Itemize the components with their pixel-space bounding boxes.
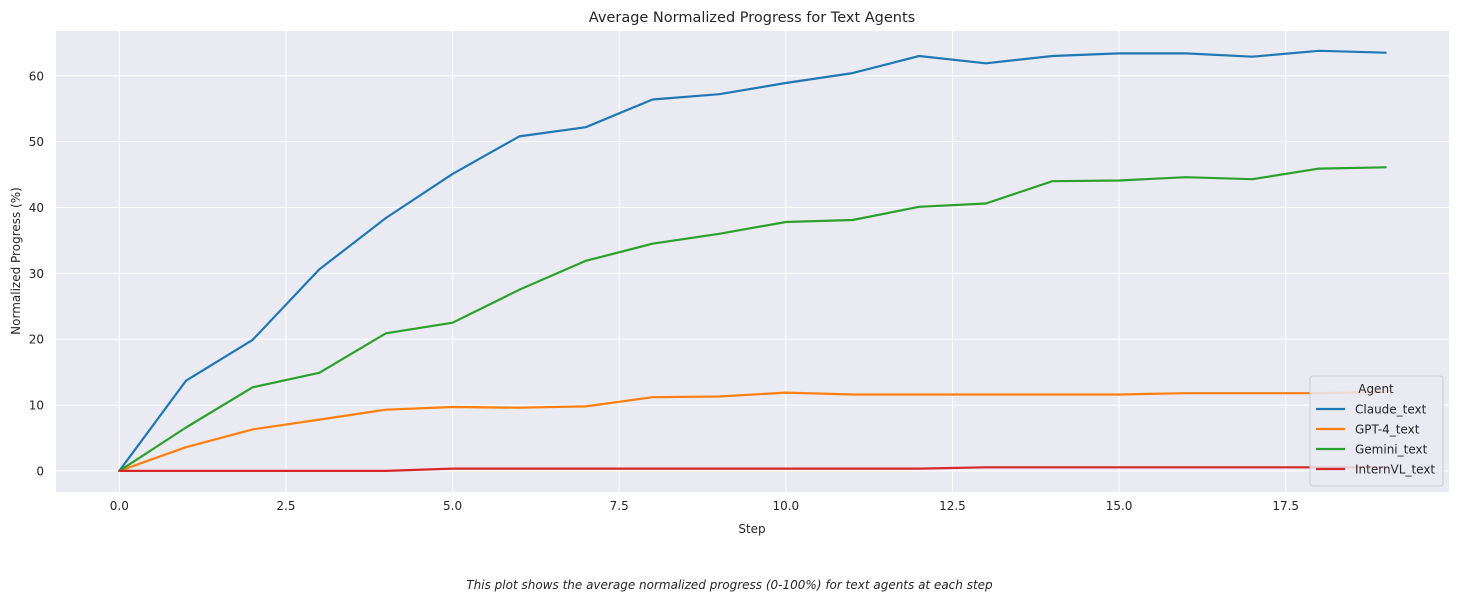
legend-entry: Claude_text — [1355, 403, 1427, 417]
x-tick-label: 7.5 — [610, 499, 629, 513]
series-lines — [118, 49, 1387, 472]
series-line-gpt-4-text — [118, 390, 1387, 472]
x-tick-label: 15.0 — [1106, 499, 1133, 513]
y-tick-label: 30 — [29, 267, 44, 281]
grid-lines — [56, 31, 1449, 492]
series-line-claude-text — [118, 49, 1387, 472]
series-line-internvl-text — [118, 466, 1387, 472]
x-tick-label: 5.0 — [443, 499, 462, 513]
x-tick-label: 10.0 — [772, 499, 799, 513]
y-tick-label: 20 — [29, 333, 44, 347]
legend-box — [1309, 375, 1444, 487]
legend: Agent Claude_text GPT-4_text Gemini_text In… — [1309, 375, 1444, 487]
chart-caption: This plot shows the average normalized p… — [466, 578, 993, 592]
y-tick-label: 60 — [29, 69, 44, 83]
legend-title: Agent — [1358, 382, 1394, 396]
chart-title: Average Normalized Progress for Text Age… — [589, 10, 915, 26]
y-tick-label: 0 — [36, 464, 44, 478]
y-tick-label: 50 — [29, 135, 44, 149]
x-tick-label: 0.0 — [110, 499, 129, 513]
y-tick-label: 40 — [29, 201, 44, 215]
x-tick-label: 2.5 — [276, 499, 295, 513]
x-tick-labels: 0.0 2.5 5.0 7.5 10.0 12.5 15.0 17.5 — [110, 499, 1299, 513]
y-tick-label: 10 — [29, 399, 44, 413]
x-axis-label: Step — [738, 522, 765, 536]
series-line-gemini-text — [118, 166, 1387, 472]
legend-entry: InternVL_text — [1355, 463, 1435, 477]
y-tick-labels: 0 10 20 30 40 50 60 — [29, 69, 44, 478]
plot-background — [56, 31, 1449, 492]
legend-entry: Gemini_text — [1355, 443, 1428, 457]
legend-entry: GPT-4_text — [1355, 423, 1420, 437]
y-axis-label: Normalized Progress (%) — [9, 187, 23, 335]
x-tick-label: 12.5 — [939, 499, 966, 513]
x-tick-label: 17.5 — [1272, 499, 1299, 513]
